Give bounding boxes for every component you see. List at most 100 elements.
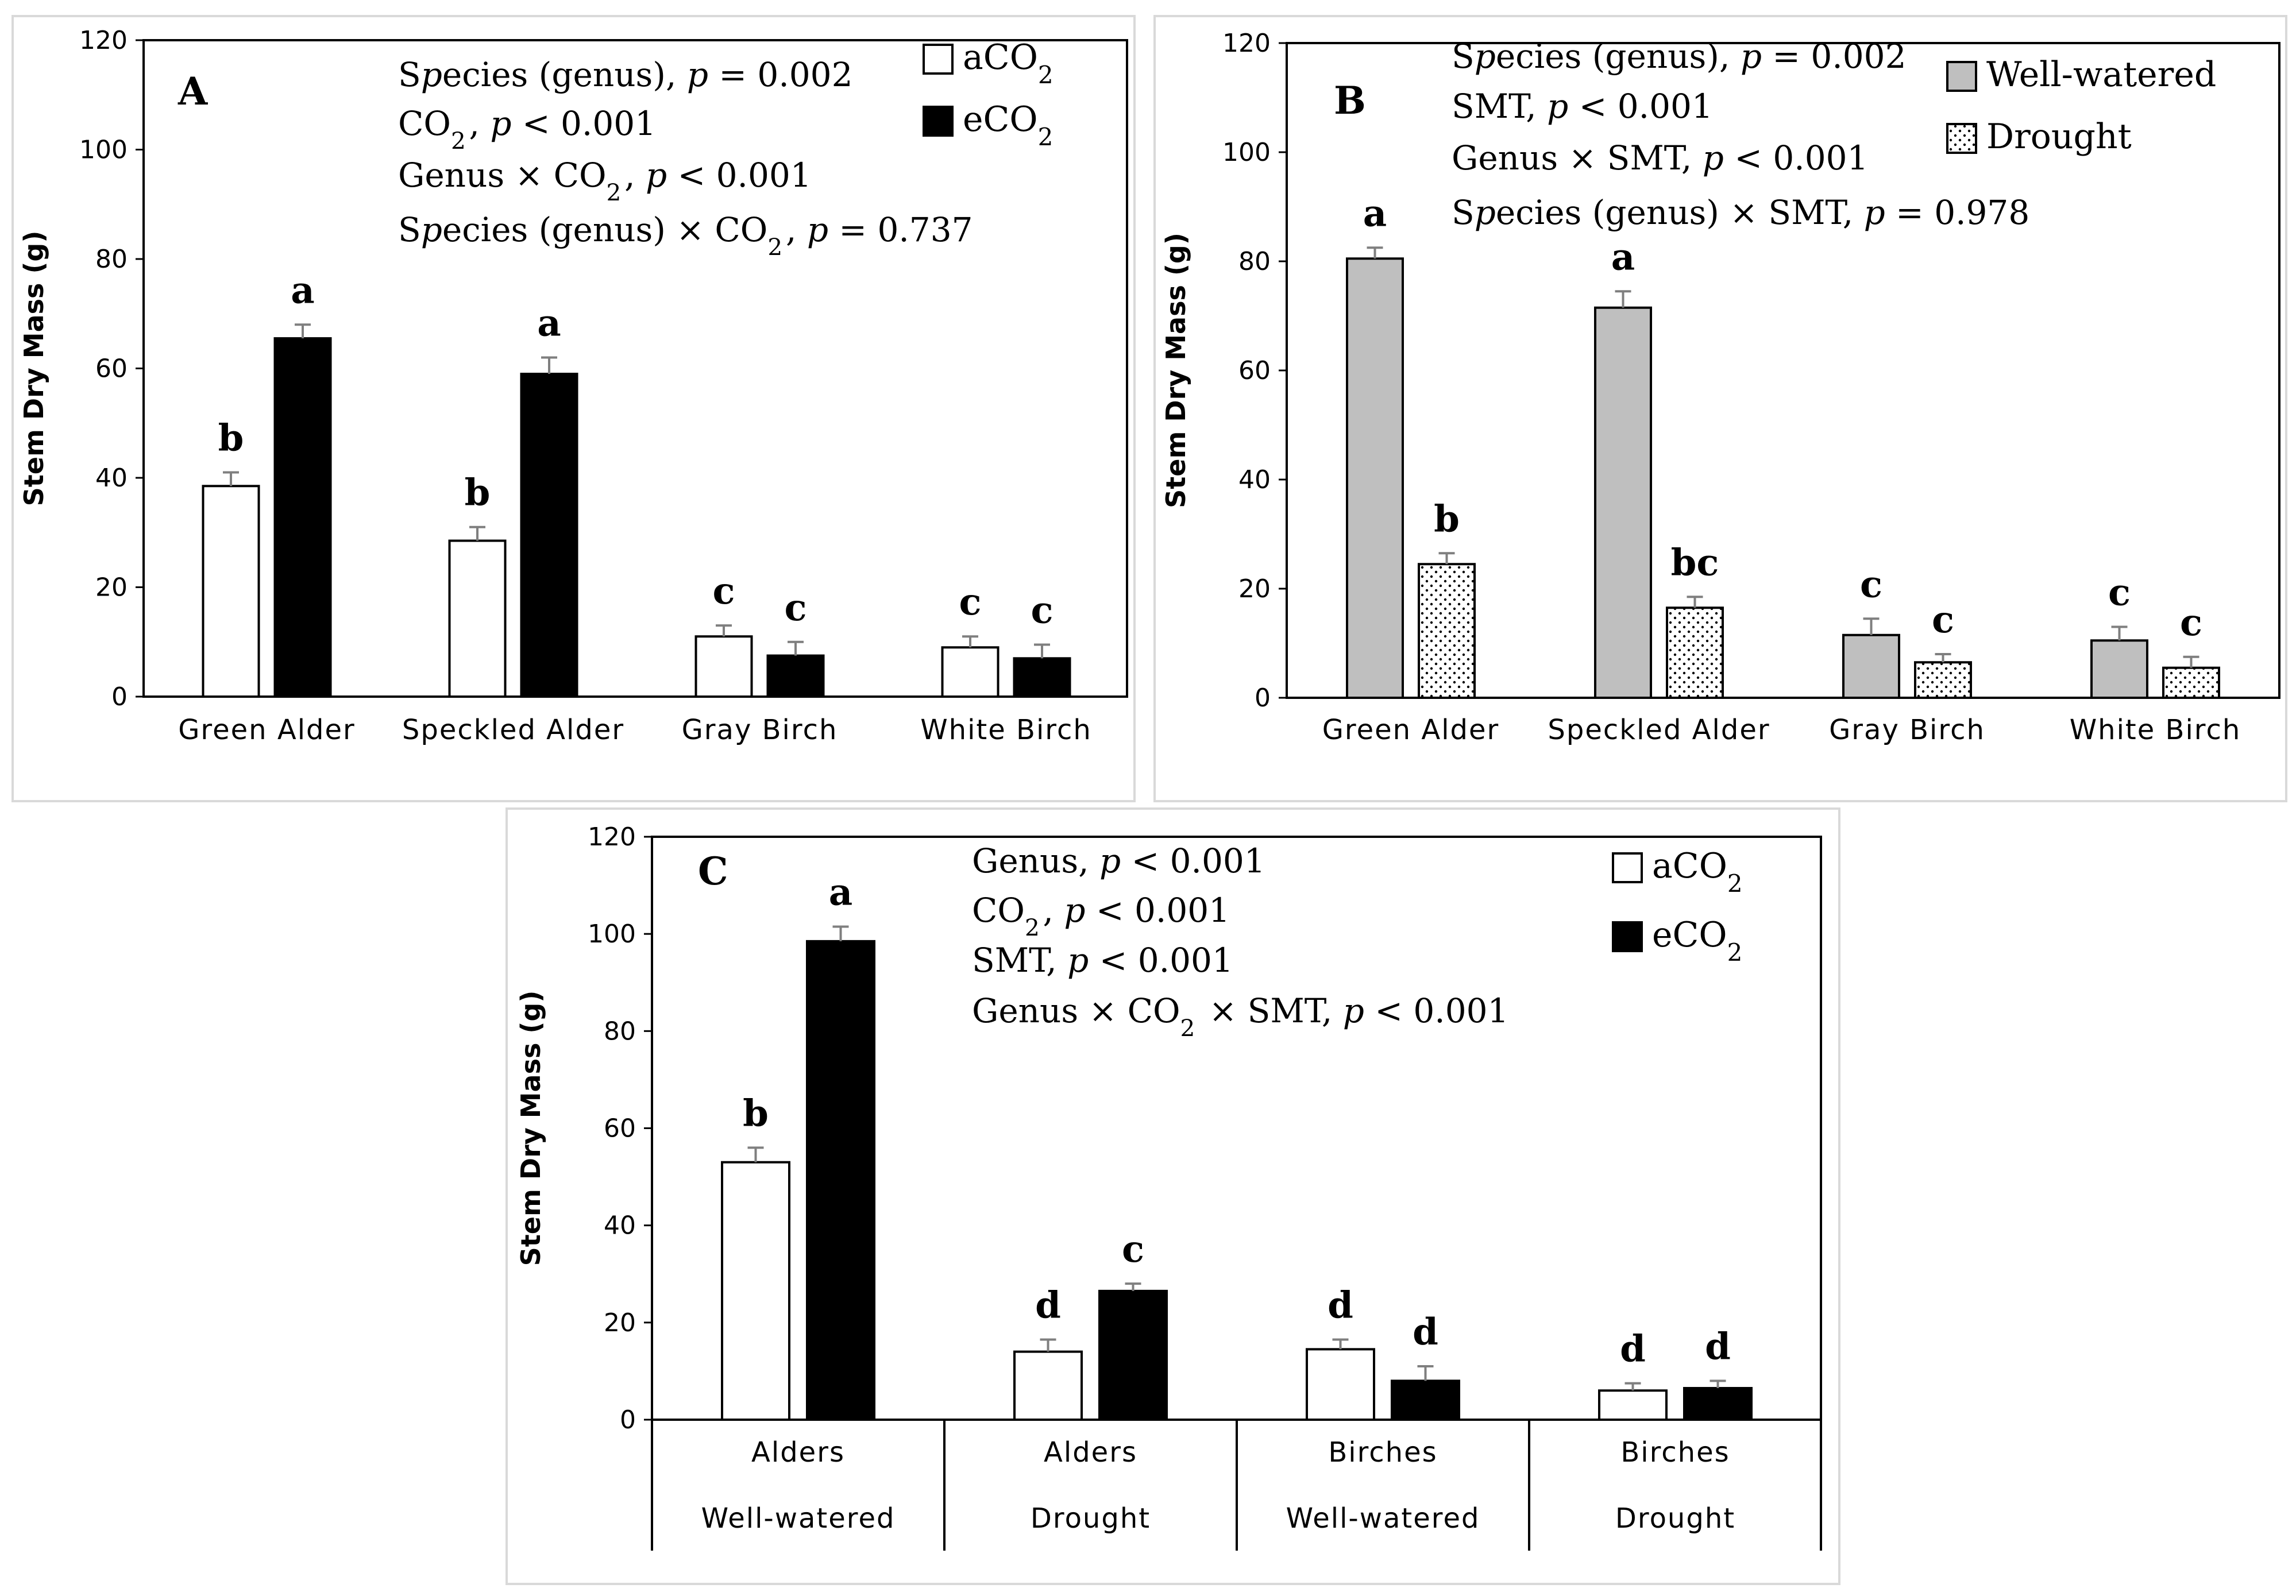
legend-label: eCO2 [1652,915,1746,967]
y-tick-label: 120 [1222,29,1271,58]
y-tick-label: 40 [95,463,128,493]
stat-line: SMT, p < 0.001 [1452,87,1713,126]
bar-eco2 [520,373,578,698]
significance-letter: a [537,302,561,345]
y-tick-label: 20 [95,573,128,602]
significance-letter: c [785,586,807,629]
bar-aco2 [448,539,507,698]
significance-letter: d [1413,1311,1438,1354]
category-label-genus: Birches [1620,1436,1730,1469]
bar-drought [2162,666,2220,699]
bar-aco2 [202,485,260,698]
category-label-treatment: Drought [1031,1502,1151,1535]
y-tick-label: 20 [604,1308,636,1338]
stat-line: Genus × CO2 × SMT, p < 0.001 [972,991,1508,1042]
bar-well-watered [1594,306,1652,699]
y-tick-label: 100 [1222,138,1271,167]
legend-label: Drought [1986,117,2132,157]
significance-letter: a [1363,192,1387,235]
category-label: White Birch [920,714,1092,746]
category-label-treatment: Well-watered [1286,1502,1480,1535]
panel-a: 0 20 40 60 80 100 120 Stem Dry Mass (g) Ab a Green… [11,15,1136,802]
bar-eco2 [1683,1387,1753,1421]
y-axis-label: Stem Dry Mass (g) [1160,233,1191,508]
stat-line: Genus × SMT, p < 0.001 [1452,138,1868,177]
significance-letter: c [1860,563,1882,606]
significance-letter: bc [1671,541,1719,584]
bar-eco2 [766,654,825,698]
y-tick-label: 0 [1255,683,1271,713]
category-label: Speckled Alder [1548,714,1770,746]
significance-letter: d [1620,1328,1646,1371]
legend-swatch-aco2 [923,44,954,75]
stat-line: Species (genus) × SMT, p = 0.978 [1452,193,2029,232]
category-label: Gray Birch [1829,714,1985,746]
y-tick-label: 120 [588,822,636,852]
panel-label: A [177,69,208,114]
stat-line: CO2 , p < 0.001 [398,104,656,154]
category-label: Green Alder [178,714,356,746]
significance-letter: c [713,570,735,613]
significance-letter: c [959,581,982,624]
panel-frame [11,15,1136,802]
category-label: Speckled Alder [402,714,624,746]
significance-letter: c [1932,598,1954,642]
y-tick-label: 0 [620,1405,636,1435]
bar-eco2 [1391,1379,1460,1421]
bar-aco2 [941,646,1000,698]
bar-drought [1666,606,1724,699]
y-tick-label: 100 [588,919,636,949]
y-tick-label: 60 [95,354,128,384]
legend-swatch-drought [1946,123,1977,154]
bar-aco2 [721,1161,790,1421]
legend-label: aCO2 [1652,846,1746,898]
category-label-treatment: Drought [1615,1502,1735,1535]
bar-eco2 [1013,657,1071,698]
bar-aco2 [1306,1348,1375,1421]
stat-line: Species (genus) × CO2 , p = 0.737 [398,210,973,261]
y-axis-label: Stem Dry Mass (g) [18,231,49,507]
significance-letter: a [829,871,852,914]
legend-label: eCO2 [963,99,1056,151]
significance-letter: b [743,1092,769,1135]
significance-letter: c [1122,1228,1144,1271]
stat-line: Species (genus), p = 0.002 [1452,37,1906,76]
significance-letter: c [2180,601,2202,644]
legend-swatch-well-watered [1946,61,1977,92]
significance-letter: b [465,472,491,515]
stat-line: Genus × CO2 , p < 0.001 [398,156,812,206]
legend-label: Well-watered [1986,55,2216,95]
panel-frame [1153,15,2287,802]
bar-eco2 [806,940,875,1421]
legend-swatch-aco2 [1612,852,1643,883]
stat-line: Species (genus), p = 0.002 [398,55,852,94]
panel-c: 0 20 40 60 80 100 120 Stem Dry Mass (g) Cb a Alder… [505,807,1840,1585]
category-label-genus: Alders [751,1436,845,1469]
y-tick-label: 20 [1238,574,1271,604]
panel-frame [505,807,1840,1585]
y-tick-label: 40 [604,1211,636,1241]
significance-letter: b [218,416,244,459]
bar-eco2 [1098,1289,1168,1421]
y-tick-label: 60 [604,1114,636,1143]
y-axis-label: Stem Dry Mass (g) [515,991,546,1266]
y-tick-label: 80 [1238,247,1271,276]
category-label: White Birch [2070,714,2241,746]
y-tick-label: 120 [79,26,128,55]
significance-letter: d [1705,1325,1731,1368]
category-label-genus: Birches [1328,1436,1437,1469]
bar-aco2 [1598,1389,1668,1421]
bar-well-watered [1346,257,1404,699]
bar-drought [1418,563,1476,699]
y-tick-label: 60 [1238,356,1271,385]
panel-b: 0 20 40 60 80 100 120 Stem Dry Mass (g) Ba b Green… [1153,15,2287,802]
significance-letter: c [1031,589,1054,632]
significance-letter: a [291,269,314,312]
legend-label: aCO2 [963,37,1057,89]
significance-letter: d [1328,1284,1353,1327]
y-tick-label: 80 [95,245,128,274]
significance-letter: c [2108,571,2131,615]
panel-label: B [1334,78,1366,123]
legend-swatch-eco2 [1612,921,1643,952]
significance-letter: d [1035,1284,1061,1327]
